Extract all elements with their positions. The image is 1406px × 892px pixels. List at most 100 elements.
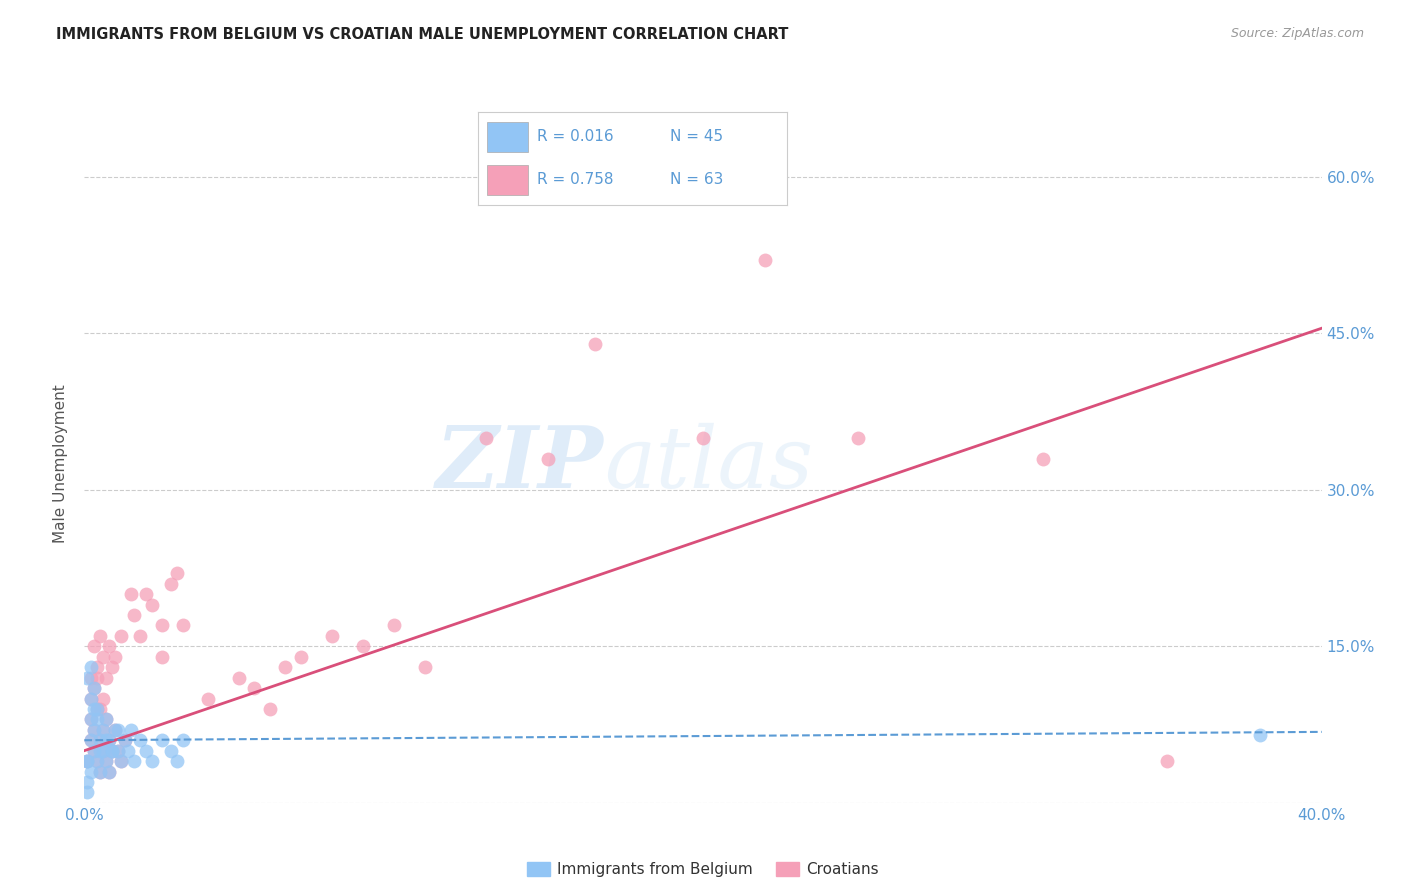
Point [98, 764, 121, 779]
Point [413, 660, 436, 674]
Point [754, 253, 776, 268]
Point [76, 671, 98, 685]
Text: N = 63: N = 63 [669, 172, 723, 187]
Point [86, 660, 108, 674]
Point [101, 660, 124, 674]
Point [104, 649, 127, 664]
Point [98, 733, 121, 747]
Point [129, 629, 152, 643]
Point [76, 754, 98, 768]
Point [89, 629, 111, 643]
Point [120, 723, 142, 737]
Point [150, 649, 173, 664]
Point [129, 733, 152, 747]
Point [79, 764, 101, 779]
Point [321, 629, 343, 643]
Point [79, 691, 101, 706]
Text: atlas: atlas [605, 423, 813, 505]
Point [91, 744, 114, 758]
Point [91, 723, 114, 737]
Point [98, 733, 121, 747]
Point [76, 754, 98, 768]
Point [91, 649, 114, 664]
Point [89, 733, 111, 747]
Point [122, 608, 145, 623]
Point [83, 723, 105, 737]
Point [107, 744, 129, 758]
Point [98, 640, 121, 654]
Point [120, 587, 142, 601]
Point [83, 640, 105, 654]
Point [537, 451, 560, 466]
Point [86, 754, 108, 768]
Point [114, 733, 136, 747]
Point [79, 712, 101, 726]
Point [94, 754, 117, 768]
Point [94, 754, 117, 768]
Point [583, 337, 606, 351]
Point [114, 733, 136, 747]
Point [83, 702, 105, 716]
Point [141, 754, 163, 768]
Point [846, 431, 869, 445]
Point [83, 723, 105, 737]
Point [89, 733, 111, 747]
Point [110, 629, 132, 643]
Point [79, 691, 101, 706]
Point [86, 754, 108, 768]
Point [83, 744, 105, 758]
Point [79, 733, 101, 747]
Point [79, 712, 101, 726]
Point [172, 618, 194, 632]
Point [94, 733, 117, 747]
Point [352, 640, 374, 654]
Point [141, 598, 163, 612]
Point [89, 764, 111, 779]
Point [172, 733, 194, 747]
Point [86, 702, 108, 716]
Point [101, 744, 124, 758]
Point [94, 712, 117, 726]
Point [101, 744, 124, 758]
Point [79, 733, 101, 747]
Bar [488, 122, 527, 152]
Point [160, 744, 183, 758]
Point [110, 754, 132, 768]
Point [1249, 728, 1271, 742]
Text: IMMIGRANTS FROM BELGIUM VS CROATIAN MALE UNEMPLOYMENT CORRELATION CHART: IMMIGRANTS FROM BELGIUM VS CROATIAN MALE… [56, 27, 789, 42]
Point [228, 671, 250, 685]
Point [83, 681, 105, 695]
Point [83, 681, 105, 695]
Point [475, 431, 498, 445]
Text: N = 45: N = 45 [669, 129, 723, 145]
Point [160, 576, 183, 591]
Point [166, 754, 188, 768]
Point [91, 691, 114, 706]
Point [290, 649, 312, 664]
Text: Source: ZipAtlas.com: Source: ZipAtlas.com [1230, 27, 1364, 40]
Point [86, 712, 108, 726]
Point [79, 660, 101, 674]
Point [89, 764, 111, 779]
Point [104, 723, 127, 737]
Point [122, 754, 145, 768]
Point [76, 775, 98, 789]
Text: R = 0.758: R = 0.758 [537, 172, 613, 187]
Point [110, 754, 132, 768]
Point [243, 681, 266, 695]
Point [150, 733, 173, 747]
Point [117, 744, 139, 758]
Point [76, 785, 98, 799]
Legend: Immigrants from Belgium, Croatians: Immigrants from Belgium, Croatians [520, 855, 886, 883]
Point [91, 744, 114, 758]
Text: R = 0.016: R = 0.016 [537, 129, 613, 145]
Point [135, 587, 157, 601]
Point [274, 660, 297, 674]
Point [79, 671, 101, 685]
Point [86, 702, 108, 716]
Point [104, 723, 127, 737]
Point [94, 712, 117, 726]
Point [1156, 754, 1178, 768]
Point [135, 744, 157, 758]
Point [101, 744, 124, 758]
